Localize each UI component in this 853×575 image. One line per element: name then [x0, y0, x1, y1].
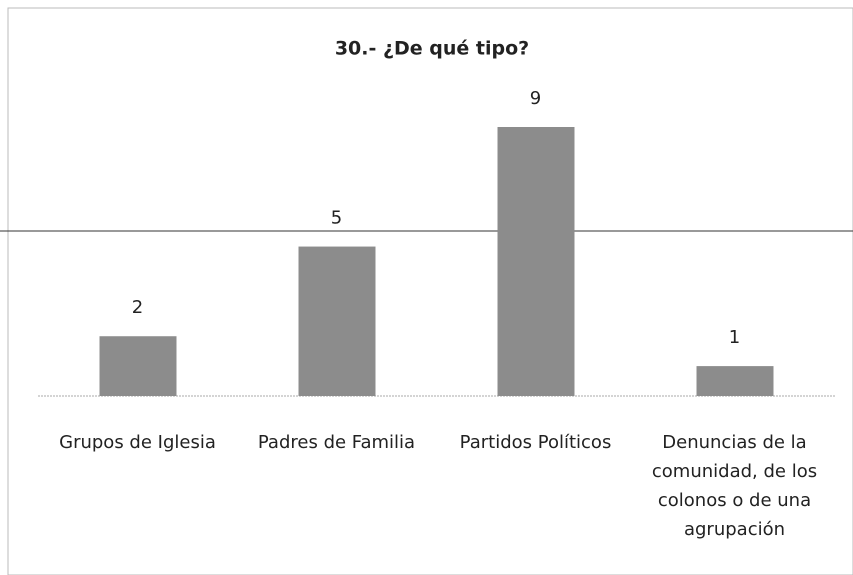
- bar: [99, 336, 177, 396]
- bar: [696, 366, 774, 396]
- x-tick-label: Padres de Familia: [257, 432, 416, 453]
- x-tick-label: Grupos de Iglesia: [59, 432, 216, 453]
- x-tick-label: Partidos Políticos: [459, 432, 612, 453]
- value-label: 2: [132, 297, 143, 318]
- value-label: 5: [331, 208, 342, 229]
- chart-frame: [7, 7, 853, 575]
- x-tick-label: Denuncias de la comunidad, de los colono…: [651, 432, 818, 540]
- bar: [298, 246, 376, 396]
- value-label: 1: [729, 327, 740, 348]
- bar: [497, 127, 575, 396]
- chart-title: 30.- ¿De qué tipo?: [335, 38, 529, 60]
- value-label: 9: [530, 88, 541, 109]
